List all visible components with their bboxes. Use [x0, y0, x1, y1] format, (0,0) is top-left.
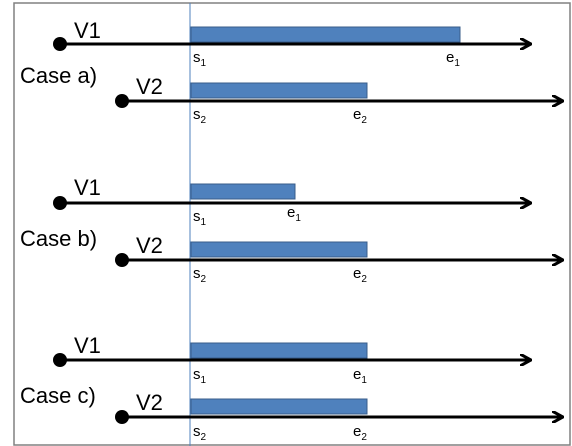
start-label: s2	[193, 423, 207, 443]
start-label: s2	[193, 265, 207, 285]
case-a-group: V1 s1 e1 Case a) V2 s2 e2	[20, 18, 562, 126]
end-label: e2	[353, 106, 367, 126]
start-label: s2	[193, 106, 207, 126]
timeline-start-dot	[53, 196, 67, 210]
timeline-start-dot	[115, 410, 129, 424]
start-label: s1	[193, 49, 207, 69]
end-label: e1	[446, 49, 460, 69]
end-label: e1	[287, 204, 301, 224]
timeline-start-dot	[115, 94, 129, 108]
case-label: Case b)	[20, 226, 97, 251]
vehicle-label: V1	[74, 333, 101, 358]
interval-bar	[190, 82, 368, 99]
diagram-frame	[13, 2, 571, 446]
timeline-start-dot	[53, 353, 67, 367]
case-b-group: V1 s1 e1 Case b) V2 s2 e2	[20, 175, 562, 285]
vehicle-label: V1	[74, 175, 101, 200]
interval-bar	[190, 241, 368, 258]
case-c-group: V1 s1 e1 Case c) V2 s2 e2	[20, 333, 562, 443]
vehicle-label: V2	[136, 233, 163, 258]
interval-bar	[190, 342, 368, 359]
case-label: Case a)	[20, 63, 97, 88]
interval-bar	[190, 183, 296, 200]
start-label: s1	[193, 366, 207, 386]
interval-bar	[190, 398, 368, 415]
case-label: Case c)	[20, 383, 96, 408]
vehicle-label: V2	[136, 74, 163, 99]
timeline-start-dot	[53, 37, 67, 51]
start-label: s1	[193, 208, 207, 228]
timeline-start-dot	[115, 253, 129, 267]
vehicle-label: V1	[74, 18, 101, 43]
end-label: e2	[353, 265, 367, 285]
end-label: e2	[353, 423, 367, 443]
end-label: e1	[353, 366, 367, 386]
interval-bar	[190, 26, 461, 43]
vehicle-label: V2	[136, 390, 163, 415]
